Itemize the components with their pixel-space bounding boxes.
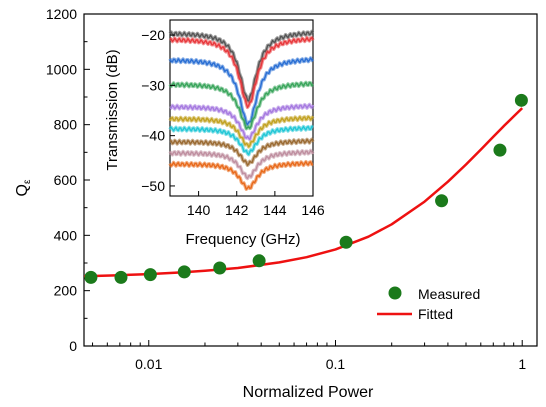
measured-point	[435, 194, 449, 208]
x-tick-label: 0.01	[135, 356, 162, 372]
measured-point	[84, 270, 98, 284]
y-tick-label: 1000	[46, 61, 77, 77]
inset-curve	[169, 103, 314, 141]
x-tick-label: 1	[518, 356, 526, 372]
y-tick-label: 400	[54, 227, 78, 243]
inset-chart: 140 142 144 146 −20 −30 −40 −50 Frequency (GHz)…	[104, 19, 325, 248]
measured-point	[177, 265, 191, 279]
measured-point	[493, 143, 507, 157]
y-axis-label-sub: ε	[22, 179, 33, 184]
measured-point	[514, 93, 528, 107]
inset-curve	[169, 115, 314, 148]
measured-series	[84, 93, 528, 284]
inset-x-tick-label: 144	[263, 202, 287, 218]
inset-tick-labels: 140 142 144 146 −20 −30 −40 −50	[141, 27, 325, 218]
inset-x-tick-label: 142	[225, 202, 249, 218]
y-axis-label: Qε	[14, 179, 33, 196]
y-tick-label: 1200	[46, 6, 77, 22]
inset-y-tick-label: −30	[141, 77, 165, 93]
inset-y-tick-label: −40	[141, 128, 165, 144]
x-axis-label: Normalized Power	[243, 384, 374, 401]
inset-x-tick-label: 140	[187, 202, 211, 218]
inset-x-tick-label: 146	[301, 202, 325, 218]
inset-curve	[169, 125, 314, 156]
inset-y-tick-label: −50	[141, 178, 165, 194]
inset-curve	[169, 30, 314, 102]
inset-curve	[169, 149, 314, 180]
inset-curve	[170, 138, 314, 166]
y-tick-label: 0	[69, 338, 77, 354]
measured-point	[114, 270, 128, 284]
legend-label-fitted: Fitted	[418, 306, 453, 322]
svg-text:Qε: Qε	[14, 179, 33, 196]
inset-curves	[168, 29, 315, 191]
inset-curve	[169, 57, 314, 126]
inset-curve	[169, 37, 314, 109]
measured-point	[339, 235, 353, 249]
x-tick-label: 0.1	[326, 356, 346, 372]
inset-axis-ticks	[170, 34, 314, 196]
legend-marker-measured	[388, 286, 402, 300]
inset-y-axis-label: Transmission (dB)	[104, 49, 121, 170]
measured-point	[252, 254, 266, 268]
inset-y-tick-label: −20	[141, 27, 165, 43]
measured-point	[143, 268, 157, 282]
y-axis-label-main: Q	[14, 184, 31, 196]
inset-x-axis-label: Frequency (GHz)	[185, 231, 300, 248]
main-tick-labels: 0 200 400 600 800 1000 1200 0.01 0.1 1	[46, 6, 526, 372]
legend-label-measured: Measured	[418, 286, 480, 302]
measured-point	[213, 261, 227, 275]
inset-curve	[169, 81, 314, 130]
inset-curve	[169, 160, 314, 190]
legend: Measured Fitted	[377, 286, 480, 322]
y-tick-label: 600	[54, 172, 78, 188]
main-axis-ticks	[84, 13, 523, 347]
y-tick-label: 800	[54, 117, 78, 133]
y-tick-label: 200	[54, 283, 78, 299]
